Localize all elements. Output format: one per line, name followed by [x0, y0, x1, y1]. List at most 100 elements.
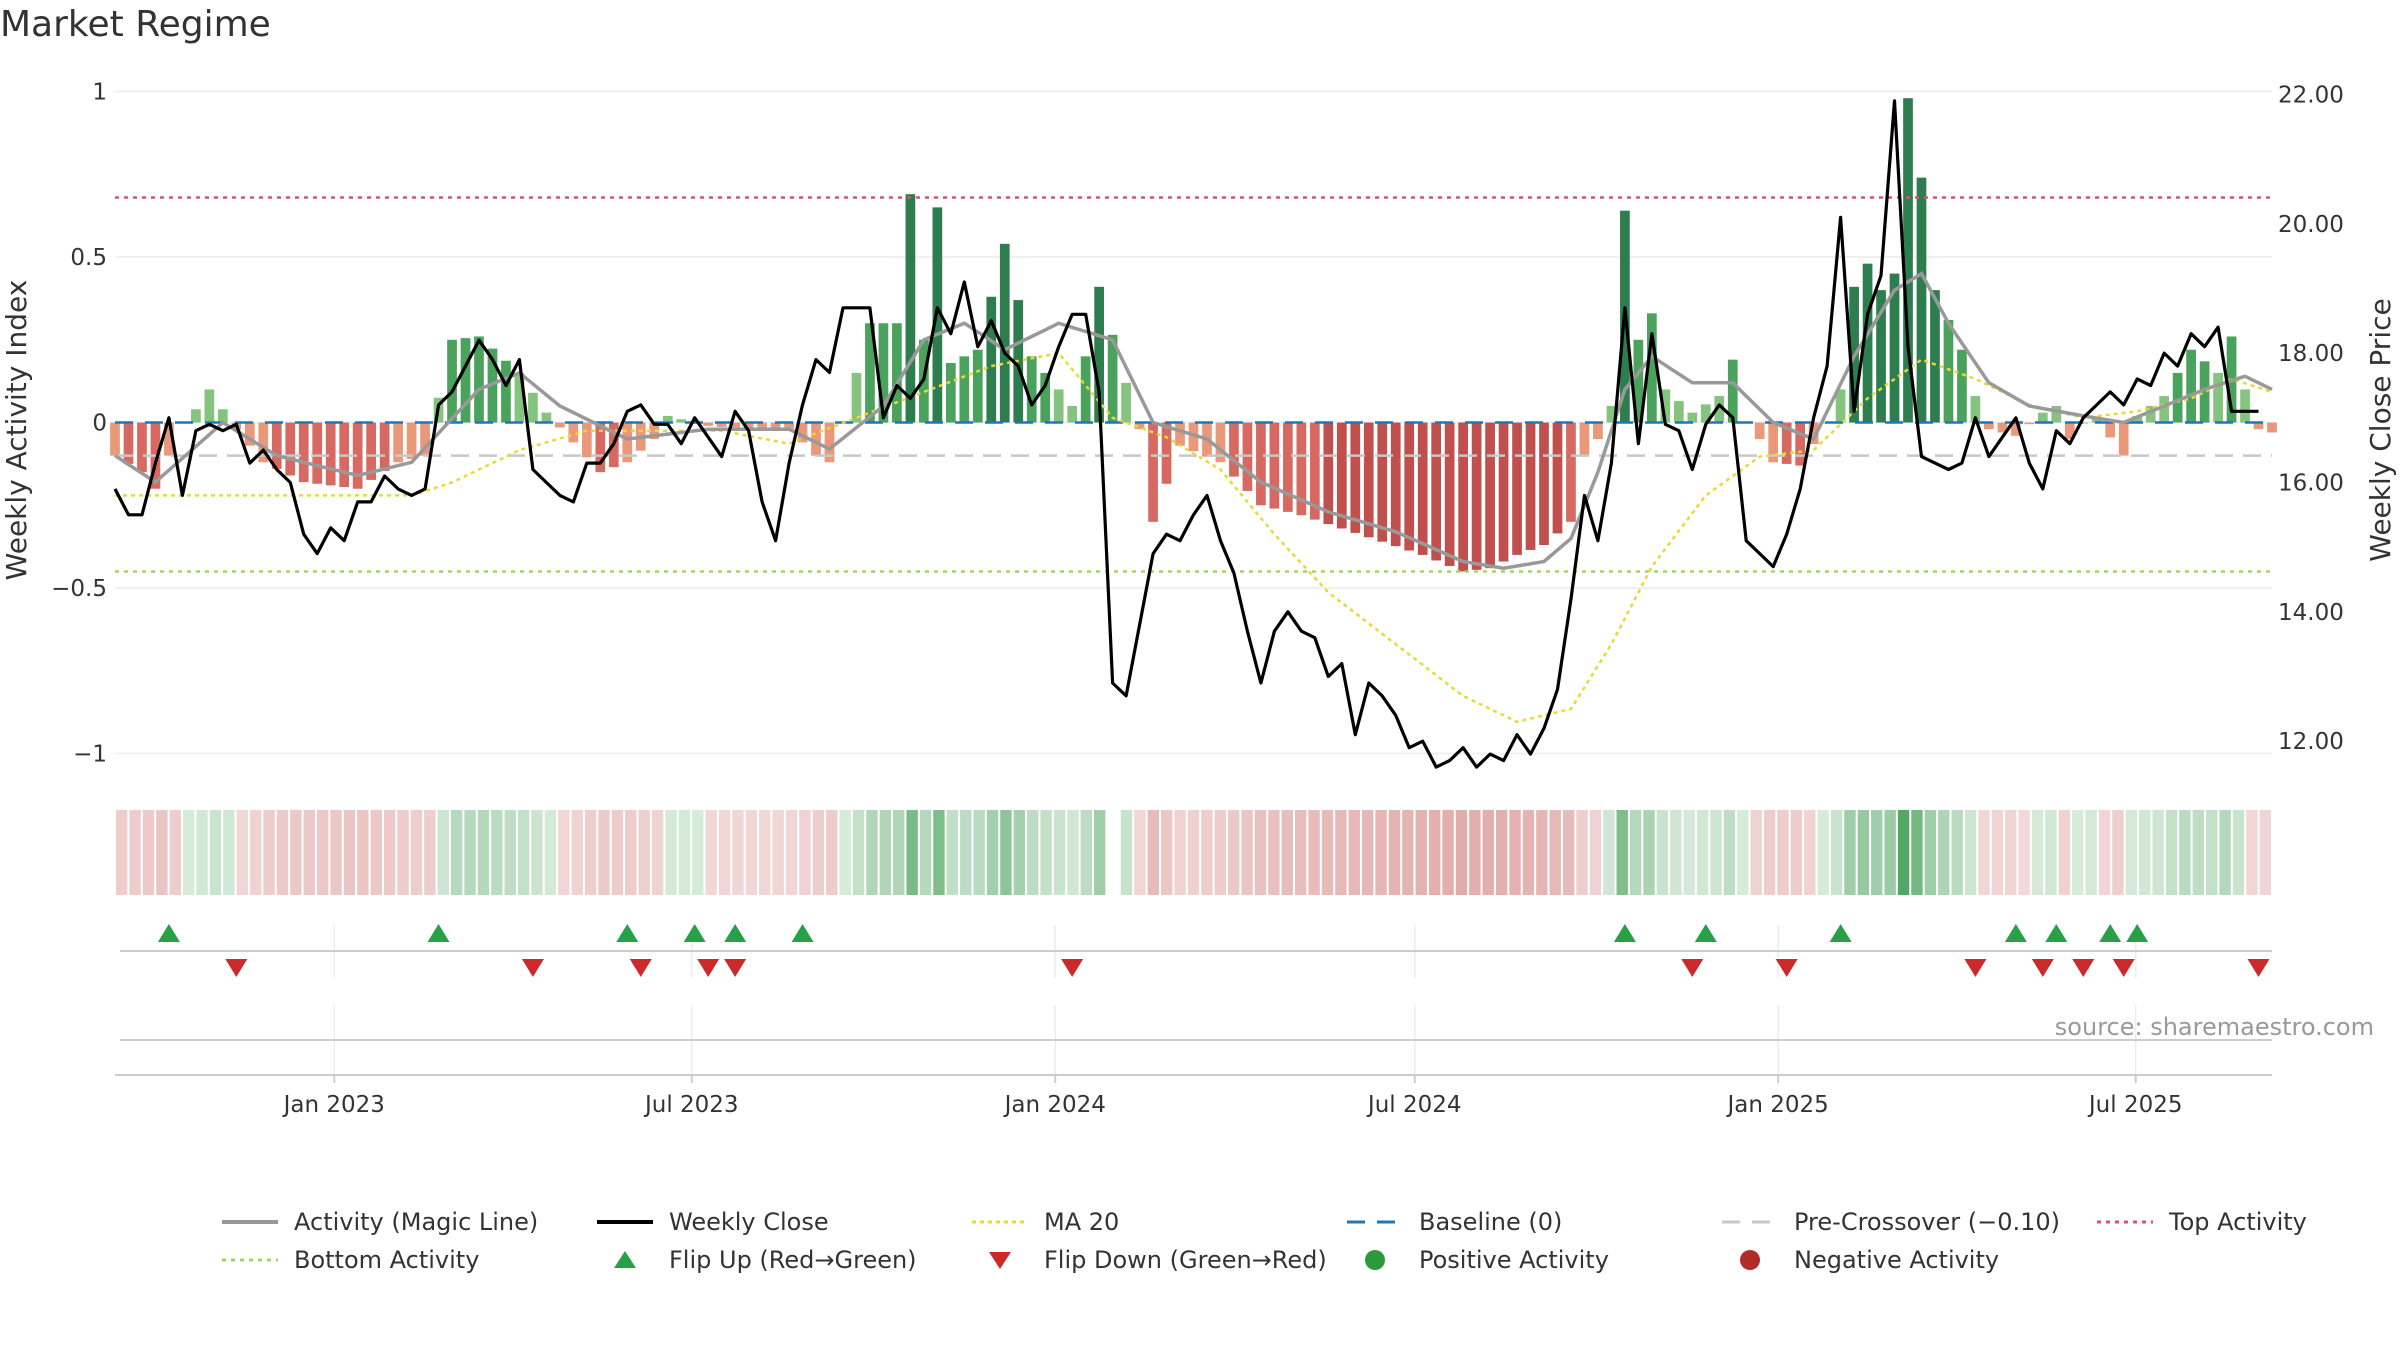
legend-glyph-triangle-up-green: [614, 1251, 636, 1268]
left-tick-label: 0.5: [70, 245, 107, 271]
activity-bar: [312, 422, 323, 484]
activity-bar: [460, 338, 471, 423]
activity-bar: [595, 422, 606, 473]
regime-cell: [1455, 810, 1468, 895]
activity-bar: [1498, 422, 1509, 562]
regime-cell: [1361, 810, 1374, 895]
regime-cell: [397, 810, 409, 895]
activity-bar: [2118, 422, 2129, 456]
right-axis: 22.00 20.00 18.00 16.00 14.00 12.00 Weekly Clo…: [2278, 82, 2397, 755]
activity-bar: [797, 422, 808, 443]
activity-bar: [905, 194, 916, 423]
right-tick-label: 18.00: [2278, 341, 2344, 367]
left-tick-label: −1: [73, 742, 107, 768]
regime-cell: [1388, 810, 1401, 895]
activity-bar: [2064, 422, 2075, 440]
regime-cell: [1428, 810, 1441, 895]
regime-cell: [2139, 810, 2151, 895]
regime-cell: [1871, 810, 1883, 895]
flip-down-marker: [1681, 959, 1704, 977]
regime-cell: [2152, 810, 2164, 895]
regime-cell: [1187, 810, 1200, 895]
activity-bar: [662, 415, 673, 423]
activity-bar: [1566, 422, 1576, 522]
activity-bar: [1080, 356, 1091, 423]
activity-bar: [1984, 422, 1994, 430]
activity-bar: [1579, 422, 1590, 456]
regime-cell: [1562, 810, 1575, 895]
regime-cell: [1978, 810, 1990, 895]
legend-label: Top Activity: [2169, 1208, 2307, 1236]
right-tick-label: 14.00: [2278, 600, 2344, 626]
regime-cell: [1763, 810, 1776, 895]
regime-cell: [1402, 810, 1414, 895]
activity-bar: [622, 422, 633, 463]
activity-bar: [1552, 422, 1563, 534]
regime-cell: [732, 810, 744, 895]
regime-cell: [1710, 810, 1722, 895]
activity-bar: [865, 323, 875, 423]
left-tick-label: −0.5: [51, 576, 107, 602]
ma20-line: [115, 351, 2273, 724]
flip-up-marker: [2045, 924, 2068, 942]
activity-bar: [1970, 396, 1981, 423]
activity-bar: [1660, 389, 1671, 423]
regime-cell: [1442, 810, 1454, 895]
regime-cell: [1308, 810, 1320, 895]
regime-cell: [1254, 810, 1267, 895]
legend-glyph-dot-green: [1365, 1250, 1385, 1270]
source-credit: source: sharemaestro.com: [2054, 1013, 2374, 1041]
flip-down-marker: [2112, 959, 2135, 977]
magic-line: [114, 271, 2273, 570]
regime-cell: [973, 810, 985, 895]
activity-bar: [258, 422, 269, 463]
regime-cell: [1094, 810, 1106, 895]
regime-cell: [1040, 810, 1052, 895]
legend-glyph-line-gray-dashed: [1722, 1220, 1778, 1224]
activity-bar: [1512, 422, 1522, 555]
regime-cell: [517, 810, 530, 895]
activity-bar: [1026, 356, 1037, 423]
activity-bars: [110, 98, 2277, 572]
activity-bar: [501, 360, 511, 423]
regime-cell: [1482, 810, 1494, 895]
activity-bar: [1539, 422, 1549, 545]
activity-bar: [878, 323, 889, 423]
regime-cell: [1120, 810, 1133, 895]
legend-glyph-triangle-down-red: [989, 1252, 1011, 1269]
activity-bar: [271, 422, 282, 469]
regime-cell: [2072, 810, 2084, 895]
activity-bar: [1943, 319, 1954, 423]
activity-bar: [1148, 422, 1158, 522]
flip-down-marker: [2072, 959, 2095, 977]
date-tick-label: Jul 2023: [643, 1092, 739, 1118]
regime-cell: [1536, 810, 1548, 895]
activity-bar: [1377, 422, 1388, 542]
regime-cell: [718, 810, 731, 895]
legend-label: MA 20: [1044, 1208, 1120, 1236]
activity-bar: [1283, 422, 1293, 512]
flip-up-marker: [157, 924, 180, 942]
activity-bar: [2159, 396, 2170, 423]
regime-cell: [1629, 810, 1642, 895]
regime-cell: [1603, 810, 1615, 895]
regime-cell: [1777, 810, 1789, 895]
regime-cell: [2192, 810, 2205, 895]
legend-item: Flip Up (Red→Green): [595, 1243, 917, 1277]
activity-bar: [352, 422, 363, 489]
regime-cell: [370, 810, 382, 895]
flip-up-marker: [2099, 924, 2122, 942]
legend-label: Negative Activity: [1794, 1246, 2000, 1274]
regime-cell: [1415, 810, 1427, 895]
legend-glyph-line-black: [597, 1220, 653, 1224]
activity-bar: [1040, 372, 1051, 423]
regime-cell: [1991, 810, 2004, 895]
flip-up-marker: [616, 924, 639, 942]
activity-bar: [2199, 361, 2210, 423]
regime-cell: [2018, 810, 2030, 895]
legend-item: Baseline (0): [1345, 1205, 1562, 1239]
activity-bar: [784, 422, 794, 430]
activity-bar: [2037, 412, 2048, 423]
activity-bar: [2213, 372, 2223, 423]
activity-bar: [1121, 382, 1131, 423]
